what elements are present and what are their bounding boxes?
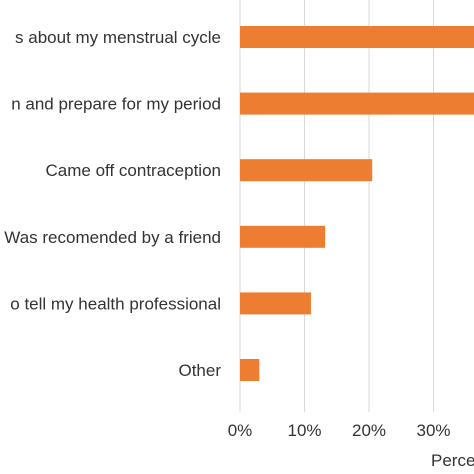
bar [240,359,260,381]
bar [240,159,373,182]
category-label: Was recomended by a friend [4,228,221,247]
x-tick-label: 0% [228,421,253,440]
x-tick-labels: 0%10%20%30%4 [228,421,451,440]
bars [240,26,474,381]
gridlines [239,0,434,412]
bar [240,92,474,115]
category-label: Came off contraception [46,161,221,180]
x-axis-title: Perce [431,451,474,470]
category-label: s about my menstrual cycle [15,28,221,47]
category-label: Other [178,361,221,380]
x-tick-label: 30% [416,421,450,440]
category-label: o tell my health professional [10,294,221,313]
category-labels: s about my menstrual cycle n and prepare … [4,28,221,380]
bar [240,292,311,315]
x-tick-label: 10% [287,421,321,440]
x-tick-label: 20% [352,421,386,440]
category-label: n and prepare for my period [11,95,221,114]
bar [240,225,326,248]
bar [240,26,474,48]
